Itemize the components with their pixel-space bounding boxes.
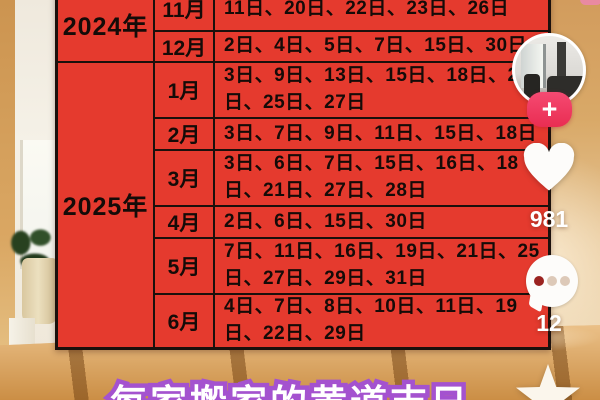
month-cell: 11月	[155, 0, 213, 30]
comment-dot	[560, 276, 570, 286]
days-cell: 4日、7日、8日、10日、11日、19日、22日、29日	[215, 295, 548, 347]
month-cell: 1月	[155, 63, 213, 117]
days-cell: 3日、6日、7日、15日、16日、18日、21日、27日、28日	[215, 151, 548, 205]
caption-outline: 每家搬家的黄道吉日	[106, 379, 472, 400]
year-cell-2024: 2024年	[58, 0, 153, 61]
comment-bubble-icon[interactable]	[526, 255, 578, 307]
plus-icon: +	[541, 94, 558, 124]
plant-pot	[22, 258, 58, 324]
days-cell: 2日、4日、5日、7日、15日、30日	[215, 32, 548, 61]
month-cell: 2月	[155, 119, 213, 149]
month-cell: 3月	[155, 151, 213, 205]
month-cell: 12月	[155, 32, 213, 61]
days-cell: 3日、9日、13日、15日、18日、24日、25日、27日	[215, 63, 548, 117]
days-cell: 11日、20日、22日、23日、26日	[215, 0, 548, 30]
days-cell: 2日、6日、15日、30日	[215, 207, 548, 237]
caption-text: 每家搬家的黄道吉日	[110, 383, 470, 400]
month-cell: 4月	[155, 207, 213, 237]
comment-dot	[547, 276, 557, 286]
video-caption: 每家搬家的黄道吉日 每家搬家的黄道吉日	[106, 379, 472, 400]
auspicious-dates-table: 2024年 2025年 11月 11日、20日、22日、23日、26日 12月 …	[55, 0, 551, 350]
avatar-photo-shelf	[557, 42, 566, 76]
comment-count: 12	[536, 310, 562, 336]
like-heart-icon[interactable]	[522, 143, 576, 197]
month-cell: 6月	[155, 295, 213, 347]
comment-dot	[534, 276, 544, 286]
cropped-ui-fragment	[580, 0, 600, 5]
days-cell: 7日、11日、16日、19日、21日、25日、27日、29日、31日	[215, 239, 548, 293]
year-cell-2025: 2025年	[58, 63, 153, 347]
left-wall-strip	[0, 0, 17, 400]
month-cell: 5月	[155, 239, 213, 293]
follow-button[interactable]: +	[527, 92, 572, 127]
like-count: 981	[529, 206, 569, 232]
favorite-star-icon[interactable]	[515, 364, 581, 400]
days-cell: 3日、7日、9日、11日、15日、18日	[215, 119, 548, 149]
